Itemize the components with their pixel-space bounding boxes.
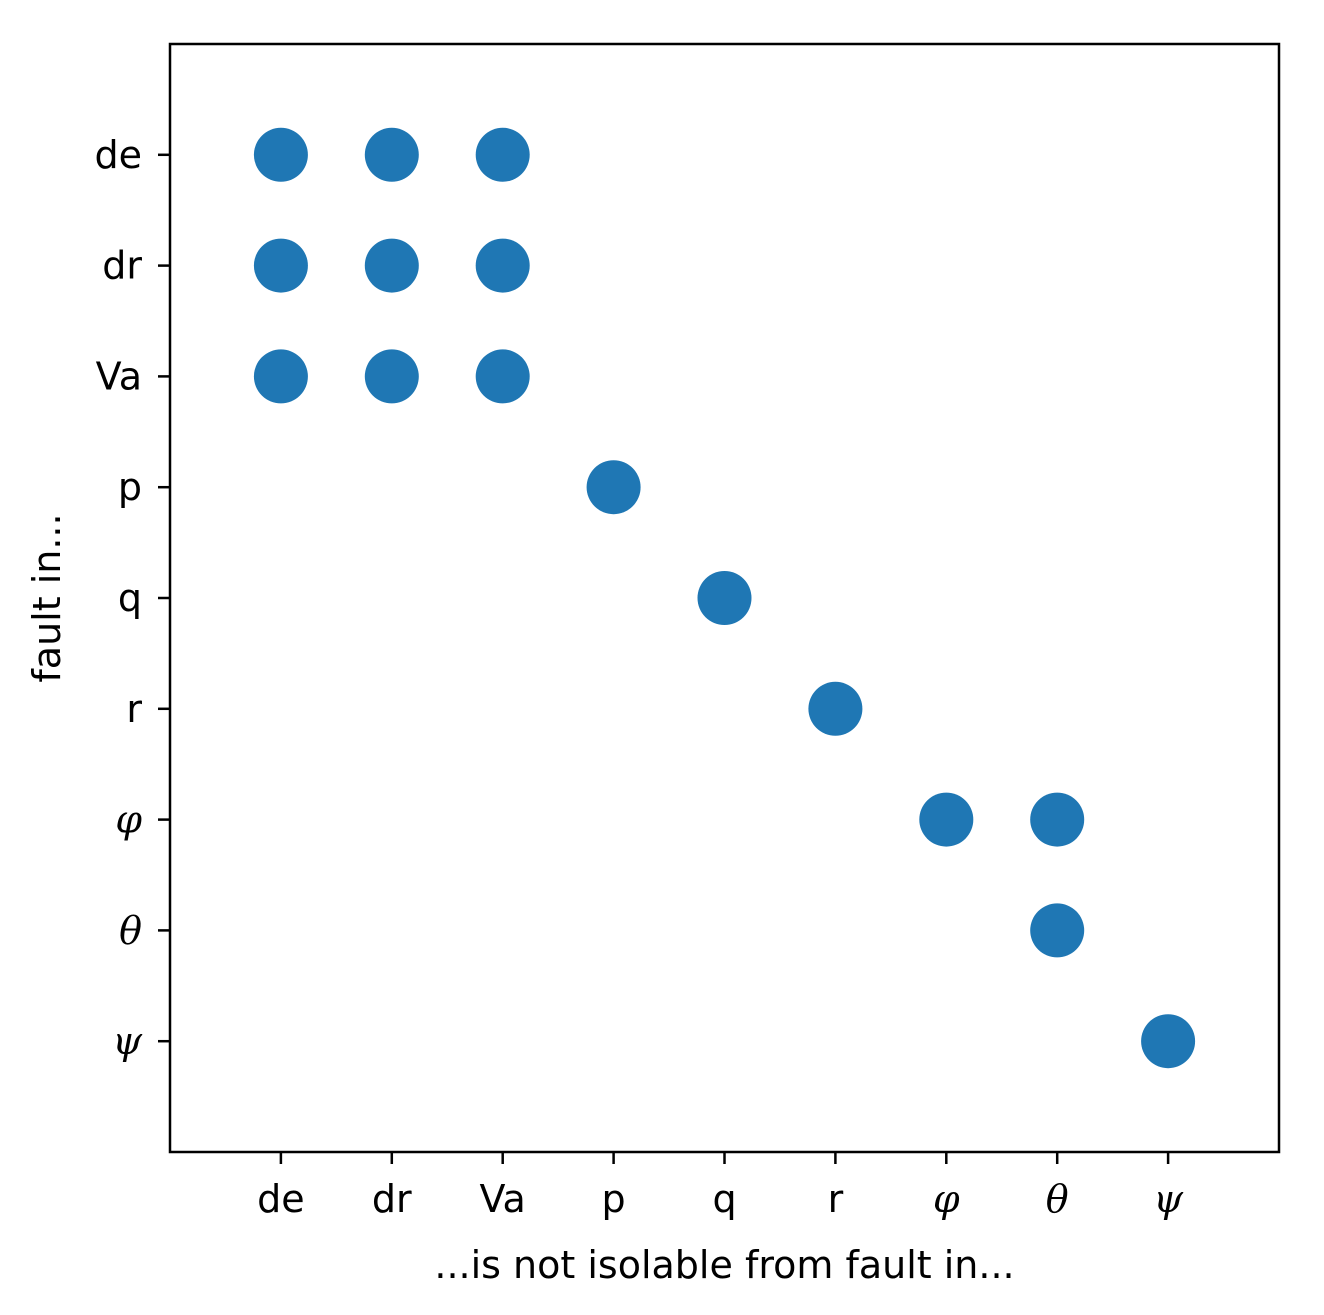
x-tick-label-p: p [602,1177,626,1221]
x-tick-label-q: q [712,1177,736,1221]
data-point-va-va [475,349,530,404]
y-axis-ticks: de dr Va p q r φ θ ψ [95,133,170,1063]
data-point-theta-theta [1030,903,1085,958]
data-point-va-dr [475,238,530,293]
x-tick-label-theta: θ [1046,1177,1069,1221]
data-point-dr-dr [364,238,419,293]
y-tick-label-de: de [95,133,143,177]
y-tick-label-theta: θ [119,908,142,952]
data-point-de-de [253,127,308,182]
x-tick-label-r: r [828,1177,844,1221]
data-point-de-dr [253,238,308,293]
x-tick-label-dr: dr [372,1177,412,1221]
data-point-r-r [808,681,863,736]
data-point-q-q [697,571,752,625]
y-tick-label-va: Va [96,354,142,398]
y-tick-label-dr: dr [102,244,142,288]
data-point-dr-de [364,127,419,182]
x-tick-label-psi: ψ [1153,1177,1184,1221]
y-tick-label-phi: φ [115,798,142,842]
x-tick-label-de: de [257,1177,305,1221]
y-tick-label-p: p [118,465,142,509]
data-point-theta-phi [1030,792,1085,847]
x-tick-label-phi: φ [933,1177,960,1221]
x-axis-ticks: de dr Va p q r φ θ ψ [257,1152,1184,1221]
x-axis-label: ...is not isolable from fault in... [434,1243,1014,1287]
data-point-de-va [253,349,308,404]
data-points [253,127,1196,1069]
y-tick-label-psi: ψ [112,1019,143,1063]
y-tick-label-q: q [118,576,142,620]
data-point-phi-phi [919,792,974,847]
y-tick-label-r: r [126,687,142,731]
data-point-psi-psi [1141,1014,1196,1069]
data-point-va-de [475,127,530,182]
data-point-dr-va [364,349,419,404]
x-tick-label-va: Va [480,1177,526,1221]
y-axis-label: fault in... [25,513,69,682]
data-point-p-p [586,460,641,515]
